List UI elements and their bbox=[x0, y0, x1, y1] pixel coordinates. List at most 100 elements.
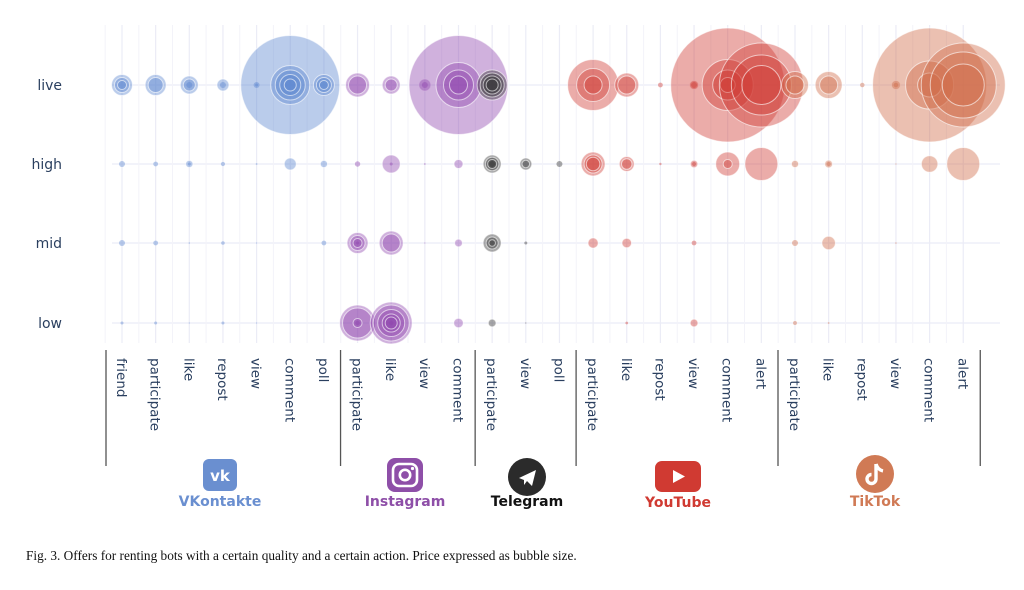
bubble-vkontakte-friend-mid bbox=[119, 240, 125, 246]
bubble-telegram-view-high bbox=[521, 159, 531, 169]
bubble-vkontakte-poll-high bbox=[319, 159, 328, 169]
platform-label-tiktok: TikTok bbox=[850, 494, 901, 510]
bubble-youtube-comment-high bbox=[715, 151, 741, 177]
bubble-vkontakte-participate-mid bbox=[153, 240, 159, 246]
x-tick-label: comment bbox=[921, 358, 937, 422]
bubble-instagram-view-mid bbox=[424, 242, 426, 244]
x-tick-label: poll bbox=[550, 358, 566, 382]
bubble-youtube-view-high bbox=[689, 159, 699, 169]
bubble-vkontakte-view-high bbox=[255, 163, 258, 165]
bubble-vkontakte-participate-high bbox=[153, 161, 159, 167]
bubble-vkontakte-like-live bbox=[182, 78, 196, 92]
bubble-instagram-view-high bbox=[423, 163, 426, 165]
bubble-youtube-participate-live bbox=[567, 59, 620, 111]
bubble-instagram-like-low bbox=[384, 316, 398, 330]
x-tick-label: view bbox=[517, 358, 533, 389]
telegram-logo-icon bbox=[508, 458, 546, 496]
bubble-youtube-like-high bbox=[621, 158, 633, 170]
x-tick-label: like bbox=[180, 358, 196, 381]
bubble-instagram-like-high bbox=[381, 154, 401, 174]
tiktok-logo-icon bbox=[856, 455, 894, 493]
bubble-vkontakte-repost-live bbox=[219, 82, 226, 88]
bubble-tiktok-alert-live bbox=[920, 42, 1006, 128]
bubble-instagram-participate-mid bbox=[356, 241, 360, 245]
bubble-instagram-participate-live bbox=[345, 72, 371, 98]
bubble-telegram-participate-high bbox=[489, 161, 496, 167]
bubble-tiktok-participate-low bbox=[793, 321, 797, 325]
bubble-instagram-comment-live bbox=[408, 35, 509, 135]
bubble-instagram-comment-low bbox=[453, 317, 464, 329]
bubble-tiktok-comment-live bbox=[917, 72, 943, 98]
vk-logo-icon: vk bbox=[203, 459, 237, 491]
bubble-tiktok-alert-live bbox=[929, 51, 997, 119]
bubble-vkontakte-participate-low bbox=[154, 321, 158, 325]
bubble-instagram-like-mid bbox=[381, 233, 401, 253]
bubble-tiktok-repost-live bbox=[860, 82, 865, 88]
bubble-telegram-view-mid bbox=[524, 241, 528, 245]
bubble-instagram-participate-live bbox=[348, 75, 368, 95]
x-tick-label: like bbox=[382, 358, 398, 381]
y-tick-label: high bbox=[31, 157, 62, 173]
bubble-instagram-comment-mid bbox=[454, 238, 463, 248]
x-tick-label: view bbox=[887, 358, 903, 389]
bubble-tiktok-view-live bbox=[890, 80, 901, 90]
y-axis-labels: live high mid low bbox=[31, 78, 62, 332]
bubble-instagram-like-low bbox=[369, 301, 413, 345]
bubble-tiktok-participate-live bbox=[781, 71, 809, 99]
bubble-instagram-comment-high bbox=[453, 159, 464, 169]
bubble-tiktok-like-low bbox=[827, 322, 830, 324]
bubble-vkontakte-repost-live bbox=[216, 78, 230, 92]
x-tick-label: repost bbox=[214, 358, 230, 401]
bubble-tiktok-like-high bbox=[824, 159, 834, 169]
platform-vkontakte: vk VKontakte bbox=[179, 459, 261, 510]
bubble-youtube-like-mid bbox=[621, 237, 633, 249]
bubble-telegram-participate-live bbox=[479, 72, 505, 98]
x-tick-label: participate bbox=[147, 358, 163, 431]
bubble-youtube-participate-live bbox=[583, 75, 603, 95]
youtube-logo-icon bbox=[655, 461, 701, 492]
bubble-vkontakte-friend-high bbox=[119, 161, 125, 167]
bubble-vkontakte-repost-low bbox=[221, 321, 225, 325]
bubble-youtube-alert-live bbox=[741, 65, 782, 105]
bubble-tiktok-comment-high bbox=[920, 155, 939, 173]
bubble-instagram-participate-mid bbox=[349, 235, 366, 251]
x-tick-label: participate bbox=[349, 358, 365, 431]
bubble-vkontakte-friend-live bbox=[114, 77, 130, 93]
bubble-youtube-view-low bbox=[689, 318, 699, 328]
bubble-vkontakte-view-live bbox=[253, 82, 260, 88]
y-tick-label: live bbox=[37, 78, 62, 94]
bubble-tiktok-view-live bbox=[893, 82, 899, 88]
bubble-instagram-participate-low bbox=[355, 320, 360, 326]
bubble-tiktok-alert-high bbox=[946, 147, 981, 181]
x-tick-label: friend bbox=[113, 358, 129, 398]
bubble-tiktok-participate-mid bbox=[792, 240, 798, 246]
bubble-youtube-repost-live bbox=[658, 82, 663, 88]
bubble-telegram-participate-live bbox=[476, 69, 508, 101]
x-tick-label: alert bbox=[752, 358, 768, 389]
bubble-vkontakte-repost-mid bbox=[221, 241, 225, 245]
bubble-tiktok-alert-live bbox=[941, 63, 985, 107]
bubble-tiktok-like-mid bbox=[821, 235, 836, 251]
bubble-instagram-participate-mid bbox=[352, 238, 363, 248]
y-tick-label: mid bbox=[36, 236, 62, 252]
bubble-instagram-comment-live bbox=[443, 69, 474, 101]
bubble-youtube-view-live bbox=[691, 82, 698, 88]
bubble-vkontakte-poll-mid bbox=[321, 240, 327, 246]
bubble-tiktok-view-high bbox=[895, 163, 897, 165]
platform-youtube: YouTube bbox=[644, 461, 711, 511]
platform-instagram: Instagram bbox=[365, 458, 445, 510]
bubble-vkontakte-comment-live bbox=[279, 74, 302, 96]
bubble-vkontakte-repost-high bbox=[220, 161, 226, 167]
bubble-tiktok-participate-live bbox=[785, 75, 805, 95]
bubble-vkontakte-poll-live bbox=[315, 77, 332, 93]
bubble-vkontakte-like-high bbox=[187, 162, 191, 166]
bubble-vkontakte-view-live bbox=[255, 83, 259, 87]
bubble-tiktok-like-live bbox=[814, 71, 843, 99]
platform-label-youtube: YouTube bbox=[644, 495, 711, 511]
bubble-vkontakte-comment-live bbox=[283, 78, 297, 92]
x-tick-label: view bbox=[685, 358, 701, 389]
bubble-telegram-participate-mid bbox=[488, 239, 496, 247]
bubble-vkontakte-comment-high bbox=[283, 157, 297, 171]
platform-separators bbox=[105, 350, 981, 466]
bubble-instagram-participate-low bbox=[352, 318, 363, 328]
